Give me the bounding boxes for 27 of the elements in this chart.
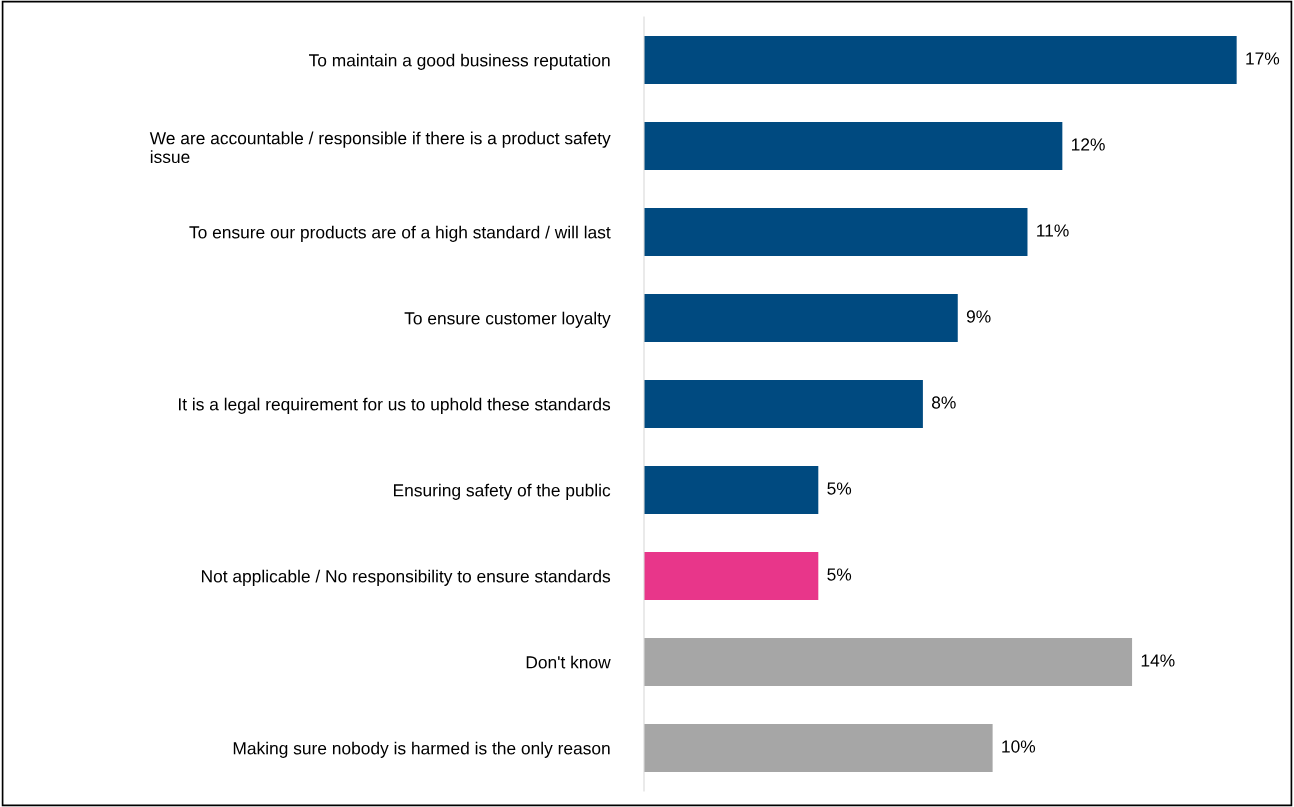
y-tick-label: Making sure nobody is harmed is the only reason [233, 741, 610, 758]
y-tick-label: To maintain a good business reputation [309, 53, 610, 70]
data-label: 8% [931, 396, 956, 409]
bar [644, 379, 923, 429]
data-label: 5% [827, 482, 852, 495]
bar [644, 293, 958, 343]
y-tick-label: We are accountable / responsible if there is a product safety issue [149, 131, 611, 164]
data-label: 14% [1141, 654, 1175, 667]
data-label: 12% [1072, 138, 1105, 151]
y-tick-label: Ensuring safety of the public [394, 483, 611, 500]
bar [644, 207, 1028, 257]
bar [644, 121, 1063, 171]
bar [644, 35, 1237, 85]
y-tick-label: To ensure customer loyalty [404, 311, 611, 328]
data-label: 17% [1246, 52, 1280, 65]
y-tick-label: Don't know [526, 655, 611, 669]
y-tick-label: Not applicable / No responsibility to ensure standards [201, 569, 611, 586]
y-tick-label: To ensure our products are of a high standard / will last [189, 225, 611, 242]
data-label: 10% [1002, 740, 1036, 753]
data-label: 5% [827, 568, 852, 581]
bar [644, 551, 819, 601]
data-label: 11% [1037, 224, 1069, 237]
y-tick-label: It is a legal requirement for us to uphold these standards [178, 397, 611, 414]
bar [644, 723, 993, 773]
bar [644, 465, 819, 515]
data-label: 9% [966, 310, 991, 323]
bar [644, 637, 1133, 687]
